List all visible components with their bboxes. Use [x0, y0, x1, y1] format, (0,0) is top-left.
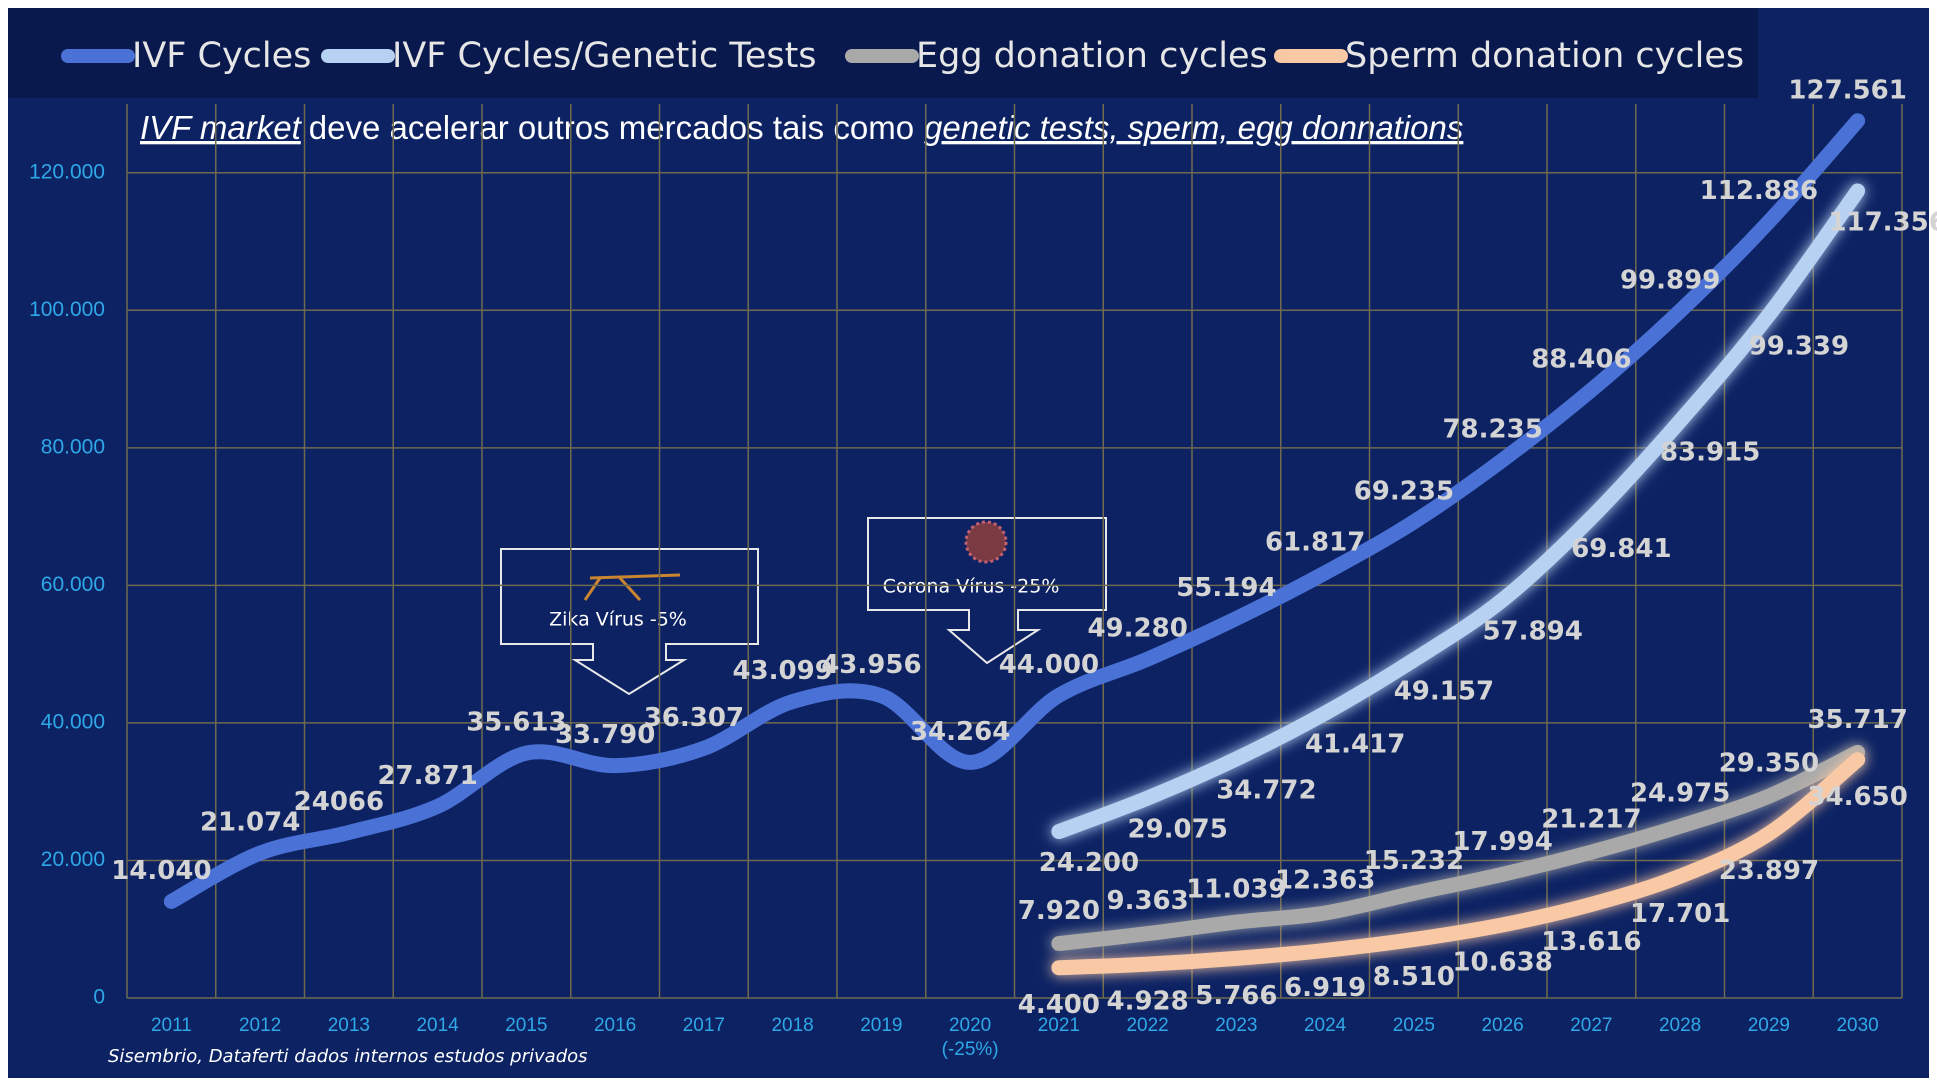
data-label: 23.897: [1719, 856, 1819, 886]
annotation: Corona Vírus -25%: [883, 576, 1060, 598]
x-tick-label: 2012: [217, 1014, 303, 1038]
x-tick-label: 2013: [306, 1014, 392, 1038]
x-tick-label: 2026: [1460, 1014, 1546, 1038]
y-tick-label: 40.000: [41, 710, 105, 733]
x-tick-label: 2027: [1548, 1014, 1634, 1038]
data-label: 36.307: [644, 703, 744, 733]
x-tick-label: 2015: [483, 1014, 569, 1038]
data-label: 13.616: [1541, 927, 1641, 957]
data-label: 35.717: [1807, 705, 1907, 735]
data-label: 9.363: [1107, 886, 1189, 916]
x-tick-label: 2017: [661, 1014, 747, 1038]
data-label: 57.894: [1482, 616, 1582, 646]
page: IVF marketdeve acelerar outros mercados …: [0, 0, 1937, 1082]
data-label: 24.975: [1630, 779, 1730, 809]
data-label: 44.000: [999, 650, 1099, 680]
y-tick-label: 120.000: [29, 160, 105, 183]
legend-label: IVF Cycles: [132, 36, 311, 76]
data-label: 17.701: [1630, 899, 1730, 929]
data-label: 21.074: [200, 808, 300, 838]
data-label: 21.217: [1541, 805, 1641, 835]
x-tick-label: 2011: [128, 1014, 214, 1038]
x-tick-label: 2018: [750, 1014, 836, 1038]
data-label: 4.928: [1107, 987, 1189, 1017]
y-tick-label: 100.000: [29, 298, 105, 321]
data-label: 24.200: [1039, 848, 1139, 878]
data-label: 117.356: [1828, 207, 1937, 237]
data-label: 5.766: [1195, 981, 1277, 1011]
data-label: 99.339: [1749, 331, 1849, 361]
data-label: 99.899: [1620, 266, 1720, 296]
data-label: 17.994: [1452, 827, 1552, 857]
data-label: 27.871: [377, 761, 477, 791]
data-label: 69.235: [1354, 476, 1454, 506]
data-label: 49.280: [1087, 614, 1187, 644]
legend-label: Egg donation cycles: [916, 36, 1268, 76]
data-label: 8.510: [1373, 962, 1455, 992]
x-tick-label: 2030: [1815, 1014, 1901, 1038]
title-tail: genetic tests, sperm, egg donnations: [924, 109, 1463, 146]
data-label: 41.417: [1305, 730, 1405, 760]
data-label: 29.075: [1127, 815, 1227, 845]
data-label: 11.039: [1186, 875, 1286, 905]
legend-label: IVF Cycles/Genetic Tests: [392, 36, 817, 76]
data-label: 112.886: [1700, 176, 1818, 206]
title-lead: IVF market: [140, 109, 303, 146]
x-tick-label: 2024: [1282, 1014, 1368, 1038]
x-tick-label: 2028: [1637, 1014, 1723, 1038]
x-tick-label: 2020 (-25%): [927, 1014, 1013, 1062]
data-label: 34.650: [1807, 782, 1907, 812]
annotation: Zika Vírus -5%: [549, 609, 687, 631]
x-tick-label: 2023: [1193, 1014, 1279, 1038]
data-label: 24066: [294, 787, 384, 817]
data-label: 34.264: [910, 717, 1010, 747]
data-label: 43.099: [732, 656, 832, 686]
data-label: 55.194: [1176, 573, 1276, 603]
data-label: 35.613: [466, 708, 566, 738]
data-label: 88.406: [1531, 345, 1631, 375]
data-label: 6.919: [1284, 973, 1366, 1003]
y-tick-label: 60.000: [41, 573, 105, 596]
data-label: 78.235: [1442, 414, 1542, 444]
data-label: 10.638: [1452, 947, 1552, 977]
x-tick-label: 2014: [395, 1014, 481, 1038]
x-tick-label: 2016: [572, 1014, 658, 1038]
x-tick-label: 2021: [1016, 1014, 1102, 1038]
data-label: 69.841: [1571, 534, 1671, 564]
y-tick-label: 80.000: [41, 435, 105, 458]
data-label: 34.772: [1216, 775, 1316, 805]
x-tick-label: 2029: [1726, 1014, 1812, 1038]
y-tick-label: 20.000: [41, 848, 105, 871]
y-tick-label: 0: [93, 986, 105, 1009]
title-middle: deve acelerar outros mercados tais como: [309, 109, 914, 146]
data-label: 43.956: [821, 650, 921, 680]
data-label: 49.157: [1394, 676, 1494, 706]
x-tick-label: 2022: [1105, 1014, 1191, 1038]
chart: IVF marketdeve acelerar outros mercados …: [0, 0, 1937, 1082]
data-label: 61.817: [1265, 527, 1365, 557]
data-label: 127.561: [1788, 75, 1906, 105]
x-tick-label: 2019: [838, 1014, 924, 1038]
data-label: 33.790: [555, 720, 655, 750]
data-label: 15.232: [1364, 846, 1464, 876]
x-tick-label: 2025: [1371, 1014, 1457, 1038]
source-note: Sisembrio, Dataferti dados internos estu…: [108, 1046, 588, 1067]
data-label: 12.363: [1275, 865, 1375, 895]
data-label: 7.920: [1018, 896, 1100, 926]
legend-label: Sperm donation cycles: [1345, 36, 1744, 76]
data-label: 29.350: [1719, 749, 1819, 779]
data-label: 83.915: [1660, 437, 1760, 467]
data-label: 14.040: [111, 856, 211, 886]
